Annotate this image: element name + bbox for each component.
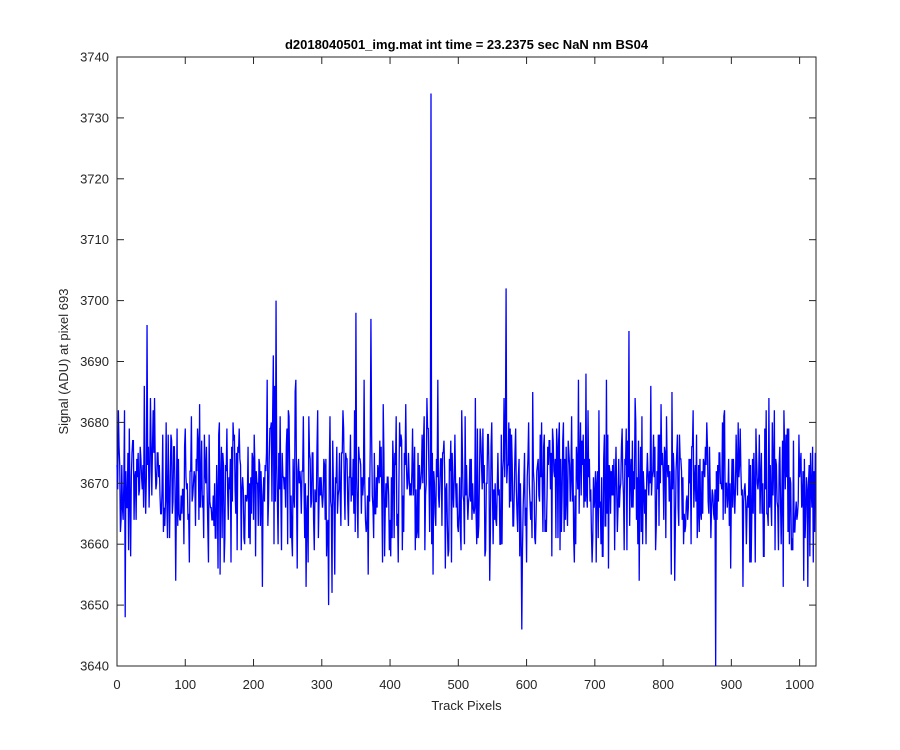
y-axis-label: Signal (ADU) at pixel 693 [56, 289, 71, 435]
x-tick-label: 0 [113, 677, 120, 692]
x-tick-label: 1000 [785, 677, 814, 692]
y-tick-label: 3710 [80, 232, 109, 247]
y-tick-label: 3660 [80, 537, 109, 552]
y-tick-label: 3680 [80, 415, 109, 430]
y-tick-label: 3670 [80, 476, 109, 491]
y-tick-label: 3640 [80, 659, 109, 674]
x-axis-tick-labels: 0 100 200 300 400 500 600 700 800 900 1000 [113, 677, 814, 692]
x-tick-label: 500 [447, 677, 469, 692]
x-axis-label: Track Pixels [431, 698, 502, 713]
y-tick-label: 3730 [80, 110, 109, 125]
signal-series-line [116, 93, 816, 667]
y-tick-label: 3700 [80, 293, 109, 308]
axes-box [116, 56, 817, 667]
y-tick-label: 3690 [80, 354, 109, 369]
x-tick-label: 200 [243, 677, 265, 692]
x-tick-label: 600 [516, 677, 538, 692]
x-tick-label: 900 [721, 677, 743, 692]
tick-marks [116, 56, 816, 667]
y-axis-tick-labels: 3640 3650 3660 3670 3680 3690 3700 3710 3720 3730… [80, 50, 109, 674]
x-tick-label: 300 [311, 677, 333, 692]
y-tick-label: 3740 [80, 50, 109, 65]
y-tick-label: 3650 [80, 598, 109, 613]
series-layer [116, 93, 816, 667]
plot-area [116, 56, 817, 667]
x-tick-label: 800 [652, 677, 674, 692]
y-tick-label: 3720 [80, 171, 109, 186]
x-tick-label: 100 [174, 677, 196, 692]
chart-title: d2018040501_img.mat int time = 23.2375 s… [285, 37, 649, 52]
x-tick-label: 400 [379, 677, 401, 692]
x-tick-label: 700 [584, 677, 606, 692]
